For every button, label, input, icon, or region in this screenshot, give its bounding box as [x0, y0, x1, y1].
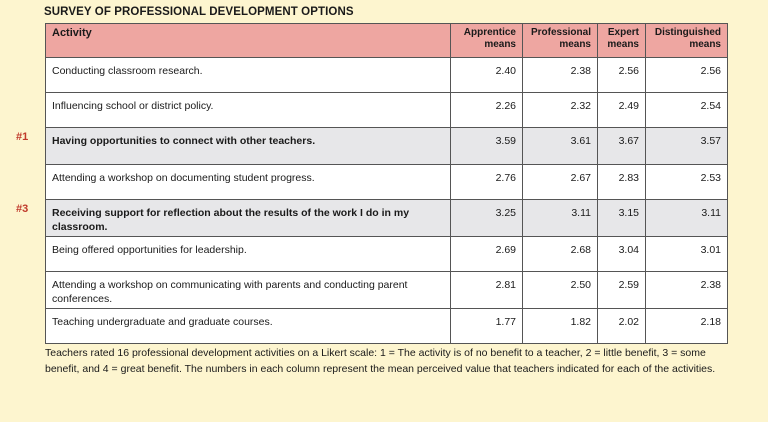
header-professional-line2: means	[559, 39, 591, 50]
table-caption: Teachers rated 16 professional developme…	[45, 347, 716, 375]
expert-mean-cell: 2.83	[597, 164, 646, 200]
expert-mean-cell: 2.56	[597, 57, 646, 93]
header-distinguished-line1: Distinguished	[654, 27, 721, 38]
apprentice-mean-cell: 2.76	[450, 164, 523, 200]
activity-cell: Being offered opportunities for leadersh…	[45, 236, 451, 272]
professional-mean-cell: 3.11	[522, 199, 598, 237]
expert-mean-cell: 2.59	[597, 271, 646, 309]
apprentice-mean-cell: 1.77	[450, 308, 523, 344]
table-row-highlighted: Having opportunities to connect with oth…	[45, 127, 728, 165]
distinguished-mean-cell: 2.53	[645, 164, 728, 200]
table-row: Attending a workshop on communicating wi…	[45, 271, 728, 309]
table-title: SURVEY OF PROFESSIONAL DEVELOPMENT OPTIO…	[44, 6, 354, 18]
activity-cell: Influencing school or district policy.	[45, 92, 451, 128]
activity-cell: Having opportunities to connect with oth…	[45, 127, 451, 165]
expert-mean-cell: 3.15	[597, 199, 646, 237]
survey-table: Activity Apprentice means Professional m…	[45, 23, 728, 344]
header-professional: Professional means	[522, 23, 598, 58]
distinguished-mean-cell: 2.38	[645, 271, 728, 309]
apprentice-mean-cell: 2.69	[450, 236, 523, 272]
activity-cell: Receiving support for reflection about t…	[45, 199, 451, 237]
expert-mean-cell: 3.04	[597, 236, 646, 272]
header-expert-line2: means	[607, 39, 639, 50]
professional-mean-cell: 2.38	[522, 57, 598, 93]
rank-marker-3: #3	[16, 203, 29, 215]
table-row-highlighted: Receiving support for reflection about t…	[45, 199, 728, 237]
distinguished-mean-cell: 2.56	[645, 57, 728, 93]
apprentice-mean-cell: 3.25	[450, 199, 523, 237]
header-apprentice-line1: Apprentice	[463, 27, 516, 38]
distinguished-mean-cell: 2.18	[645, 308, 728, 344]
professional-mean-cell: 2.68	[522, 236, 598, 272]
header-distinguished-line2: means	[689, 39, 721, 50]
table-row: Teaching undergraduate and graduate cour…	[45, 308, 728, 344]
header-distinguished: Distinguished means	[645, 23, 728, 58]
expert-mean-cell: 2.02	[597, 308, 646, 344]
expert-mean-cell: 2.49	[597, 92, 646, 128]
professional-mean-cell: 3.61	[522, 127, 598, 165]
header-activity: Activity	[45, 23, 451, 58]
table-header-row: Activity Apprentice means Professional m…	[45, 23, 728, 58]
professional-mean-cell: 1.82	[522, 308, 598, 344]
professional-mean-cell: 2.50	[522, 271, 598, 309]
header-apprentice-line2: means	[484, 39, 516, 50]
distinguished-mean-cell: 3.57	[645, 127, 728, 165]
distinguished-mean-cell: 3.01	[645, 236, 728, 272]
apprentice-mean-cell: 2.40	[450, 57, 523, 93]
activity-cell: Attending a workshop on communicating wi…	[45, 271, 451, 309]
header-professional-line1: Professional	[530, 27, 591, 38]
activity-cell: Conducting classroom research.	[45, 57, 451, 93]
rank-marker-1: #1	[16, 131, 29, 143]
activity-cell: Teaching undergraduate and graduate cour…	[45, 308, 451, 344]
table-row: Influencing school or district policy. 2…	[45, 92, 728, 128]
table-row: Attending a workshop on documenting stud…	[45, 164, 728, 200]
activity-cell: Attending a workshop on documenting stud…	[45, 164, 451, 200]
apprentice-mean-cell: 2.81	[450, 271, 523, 309]
apprentice-mean-cell: 2.26	[450, 92, 523, 128]
table-row: Conducting classroom research. 2.40 2.38…	[45, 57, 728, 93]
header-expert: Expert means	[597, 23, 646, 58]
header-apprentice: Apprentice means	[450, 23, 523, 58]
expert-mean-cell: 3.67	[597, 127, 646, 165]
professional-mean-cell: 2.67	[522, 164, 598, 200]
table-row: Being offered opportunities for leadersh…	[45, 236, 728, 272]
distinguished-mean-cell: 2.54	[645, 92, 728, 128]
header-expert-line1: Expert	[607, 27, 639, 38]
apprentice-mean-cell: 3.59	[450, 127, 523, 165]
professional-mean-cell: 2.32	[522, 92, 598, 128]
distinguished-mean-cell: 3.11	[645, 199, 728, 237]
